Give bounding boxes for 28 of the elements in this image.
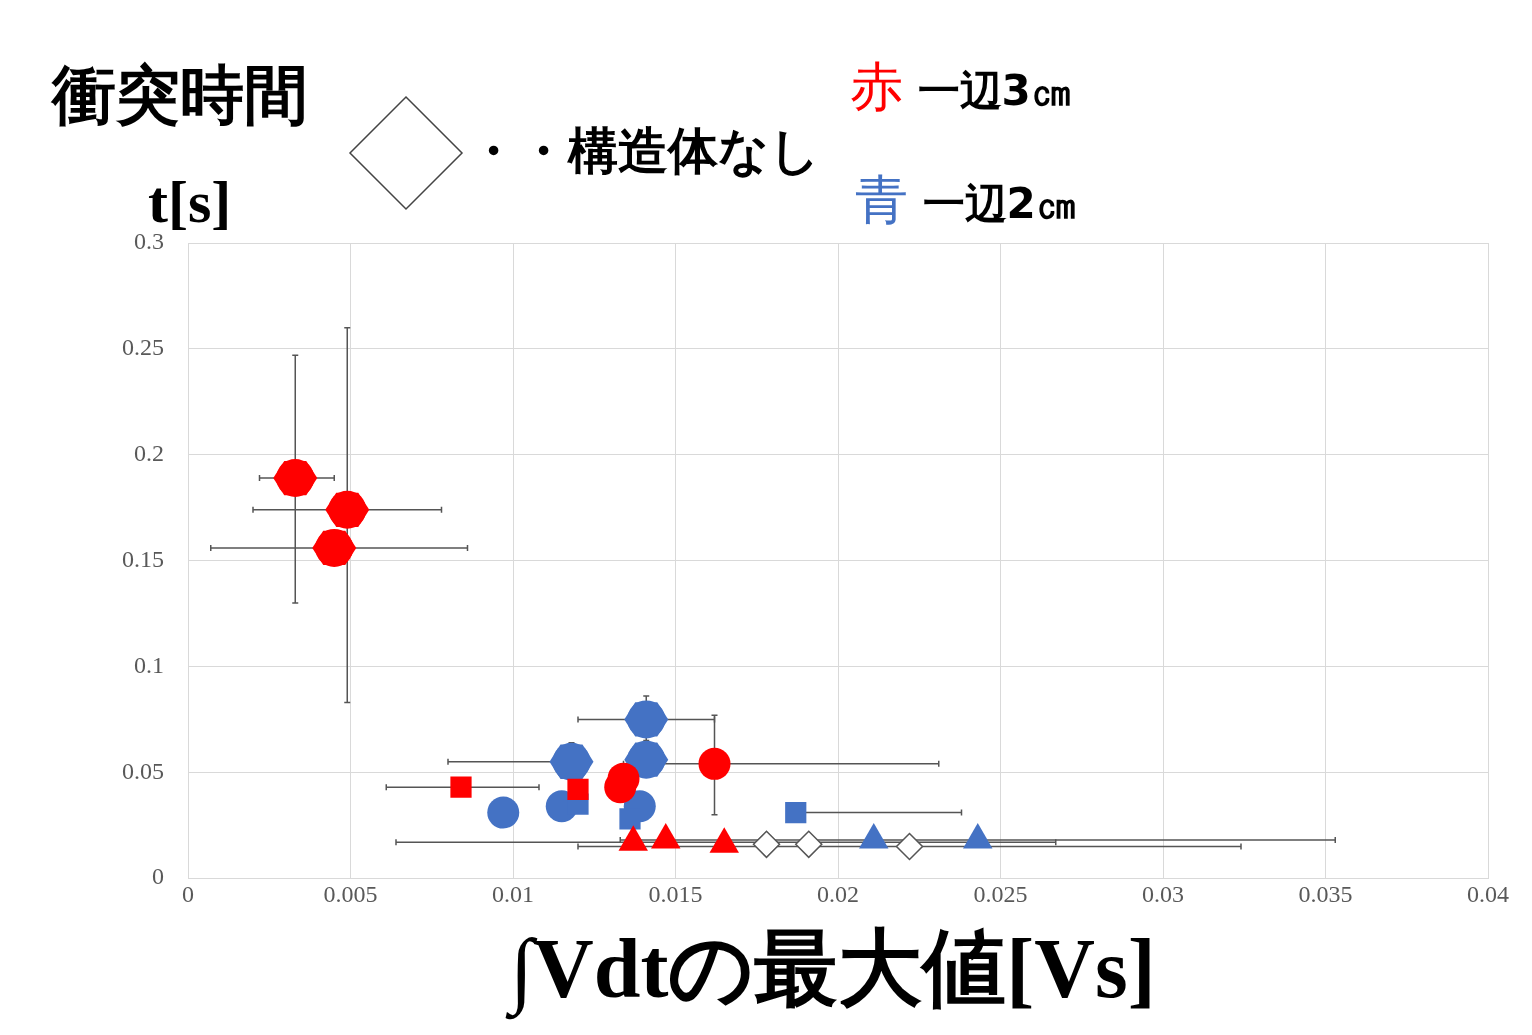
x-tick-label: 0.005 xyxy=(323,880,378,907)
x-tick-label: 0.025 xyxy=(973,880,1028,907)
chart-title: 衝突時間 xyxy=(52,57,308,134)
y-tick-label: 0.25 xyxy=(122,334,164,361)
text: 赤 一辺3㎝ xyxy=(850,56,1073,117)
point xyxy=(795,830,823,859)
point xyxy=(785,801,807,824)
point xyxy=(619,808,641,830)
y-tick-label: 0.05 xyxy=(122,757,164,784)
y-tick-label: 0.15 xyxy=(122,545,164,572)
x-tick-label: 0.015 xyxy=(648,880,703,907)
y-tick-label: 0 xyxy=(152,863,164,890)
text: ・・構造体なし xyxy=(468,121,820,182)
y-tick-label: 0.2 xyxy=(134,440,164,467)
point xyxy=(450,776,472,798)
x-tick-label: 0.035 xyxy=(1298,880,1353,907)
y-tick-label: 0.1 xyxy=(134,651,164,678)
point xyxy=(698,747,731,780)
x-tick-label: 0 xyxy=(182,880,194,907)
x-tick-label: 0.02 xyxy=(817,880,859,907)
point xyxy=(752,830,781,859)
point xyxy=(567,778,589,800)
text: 青 一辺2㎝ xyxy=(855,169,1078,230)
point xyxy=(487,796,520,829)
x-tick-label: 0.03 xyxy=(1142,880,1184,907)
x-tick-label: 0.01 xyxy=(492,880,534,907)
point xyxy=(895,832,924,861)
x-tick-label: 0.04 xyxy=(1467,880,1509,907)
